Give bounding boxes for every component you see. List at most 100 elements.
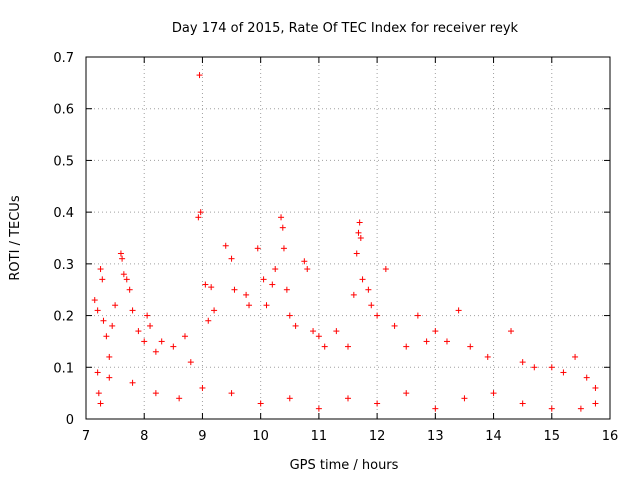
data-point [97, 266, 104, 273]
axis-ticks [85, 56, 611, 420]
data-point [304, 266, 311, 273]
data-point [592, 384, 599, 391]
data-point [519, 359, 526, 366]
data-point [432, 328, 439, 335]
y-axis-label: ROTI / TECUs [8, 195, 23, 280]
data-point [531, 364, 538, 371]
data-point [170, 343, 177, 350]
data-point [368, 302, 375, 309]
data-point [243, 291, 250, 298]
data-point [196, 72, 203, 79]
data-point [350, 291, 357, 298]
data-point [455, 307, 462, 314]
data-point [310, 328, 317, 335]
data-point [280, 245, 287, 252]
data-point [484, 353, 491, 360]
data-point [374, 312, 381, 319]
data-point [414, 312, 421, 319]
data-point [577, 405, 584, 412]
data-point [321, 343, 328, 350]
data-point [508, 328, 515, 335]
data-point [129, 379, 136, 386]
data-point [382, 266, 389, 273]
x-tick-label: 13 [427, 429, 444, 444]
data-point [301, 258, 308, 265]
data-point [94, 369, 101, 376]
data-point [403, 343, 410, 350]
data-point [279, 224, 286, 231]
data-point [423, 338, 430, 345]
data-point [269, 281, 276, 288]
grid [86, 57, 610, 419]
data-point [117, 250, 124, 257]
data-point [257, 400, 264, 407]
data-point [355, 229, 362, 236]
x-tick-label: 9 [198, 429, 206, 444]
data-point [263, 302, 270, 309]
x-tick-label: 12 [369, 429, 386, 444]
data-point [211, 307, 218, 314]
data-point [135, 328, 142, 335]
data-point [144, 312, 151, 319]
data-point [123, 276, 130, 283]
data-point [260, 276, 267, 283]
x-tick-label: 15 [544, 429, 561, 444]
data-point [205, 317, 212, 324]
data-point [356, 219, 363, 226]
data-point [583, 374, 590, 381]
data-point [592, 400, 599, 407]
x-axis-label: GPS time / hours [290, 458, 399, 473]
data-point [333, 328, 340, 335]
data-point [443, 338, 450, 345]
x-tick-label: 16 [602, 429, 619, 444]
data-point [359, 276, 366, 283]
data-point [195, 214, 202, 221]
data-point [94, 307, 101, 314]
plot-frame [85, 56, 611, 420]
data-point [315, 405, 322, 412]
data-point [158, 338, 165, 345]
data-point [572, 353, 579, 360]
data-point [141, 338, 148, 345]
data-point [129, 307, 136, 314]
y-tick-label: 0.1 [53, 361, 74, 376]
data-point [353, 250, 360, 257]
data-point [467, 343, 474, 350]
data-point [126, 286, 133, 293]
y-tick-label: 0.2 [53, 310, 74, 325]
data-point [208, 284, 215, 291]
y-tick-label: 0.3 [53, 258, 74, 273]
x-tick-label: 7 [82, 429, 90, 444]
data-point [91, 297, 98, 304]
x-tick-label: 11 [311, 429, 328, 444]
data-point [176, 395, 183, 402]
data-point [202, 281, 209, 288]
data-point [228, 255, 235, 262]
data-point [286, 312, 293, 319]
data-point [152, 390, 159, 397]
data-point [103, 333, 110, 340]
data-point [120, 271, 127, 278]
y-tick-label: 0.6 [53, 103, 74, 118]
data-point [315, 333, 322, 340]
data-point [228, 390, 235, 397]
data-point [519, 400, 526, 407]
data-point [109, 322, 116, 329]
x-tick-label: 8 [140, 429, 148, 444]
data-point [95, 390, 102, 397]
data-point [106, 353, 113, 360]
data-point [548, 405, 555, 412]
data-point [560, 369, 567, 376]
y-tick-label: 0.4 [53, 206, 74, 221]
y-tick-label: 0 [66, 413, 74, 428]
data-point [97, 400, 104, 407]
x-tick-labels: 7 8 9 10 11 12 13 14 15 16 [82, 429, 618, 444]
data-points [91, 72, 599, 412]
data-point [548, 364, 555, 371]
data-point [278, 214, 285, 221]
data-point [357, 235, 364, 241]
data-point [100, 317, 107, 324]
data-point [403, 390, 410, 397]
data-point [286, 395, 293, 402]
